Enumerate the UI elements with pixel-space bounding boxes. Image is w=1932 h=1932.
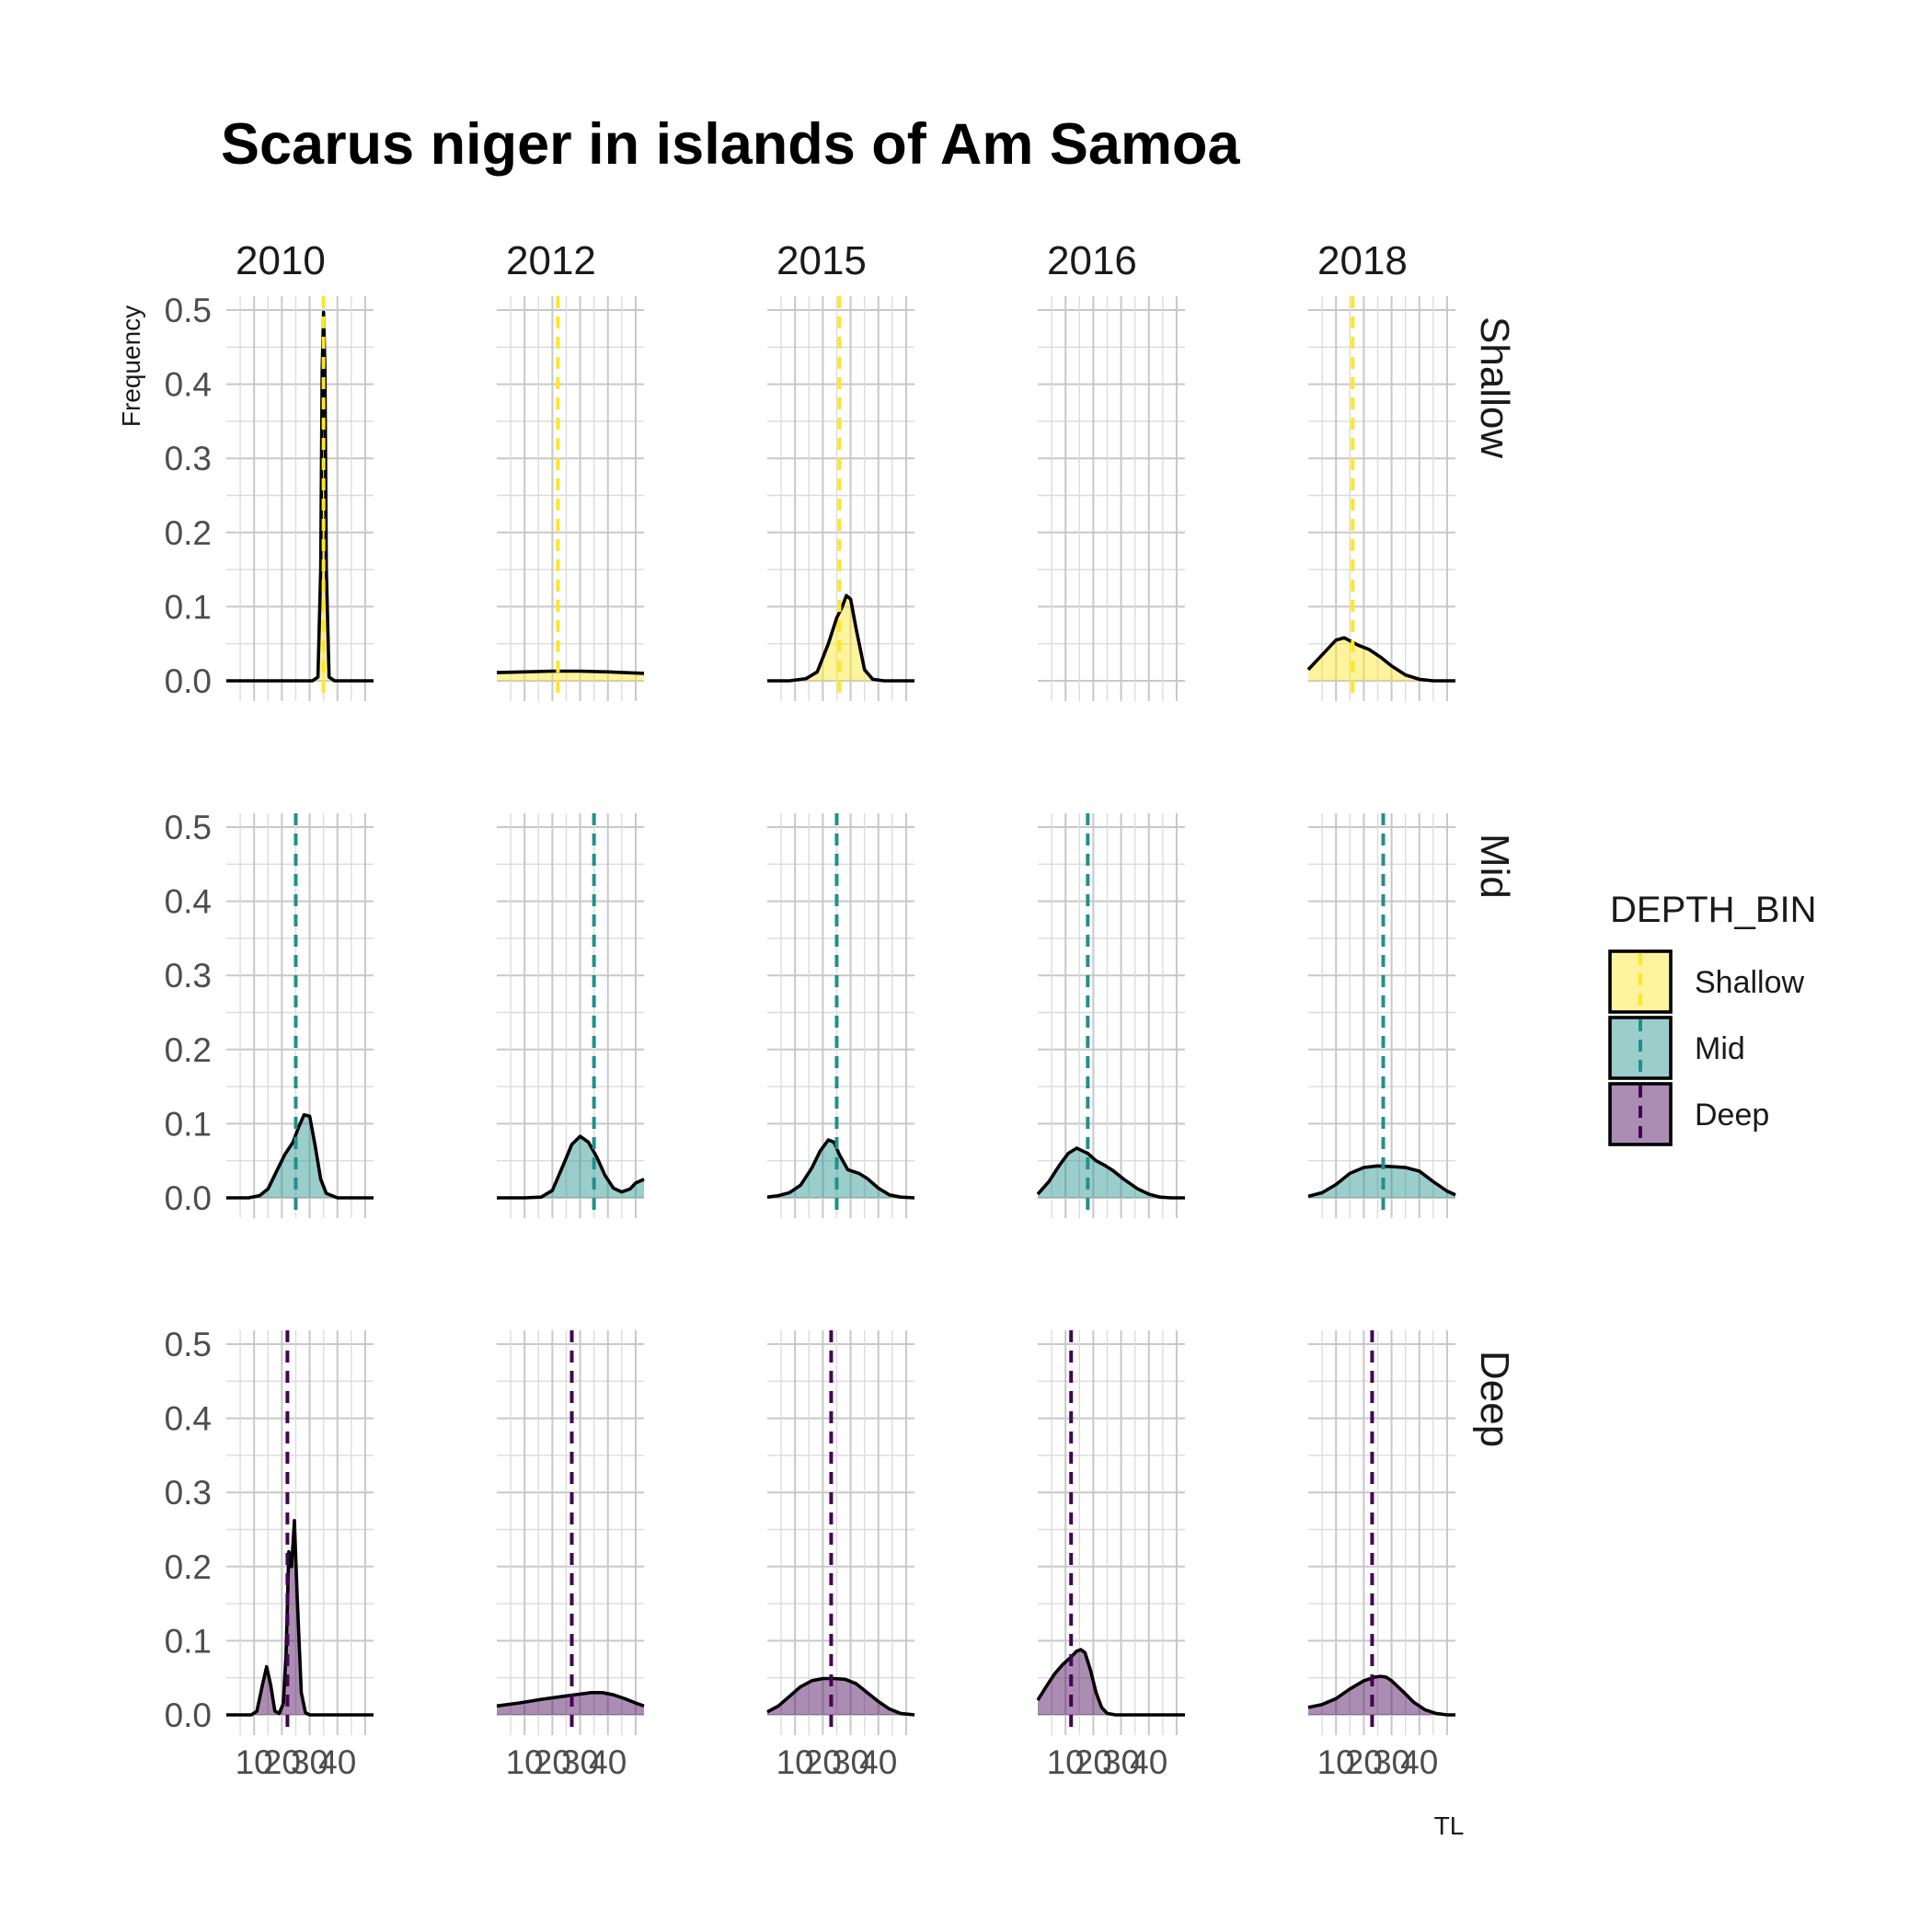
- x-tick-label: 30: [561, 1743, 599, 1781]
- density-area-deep-2016: [1038, 1650, 1185, 1715]
- density-curve-mid-2016: [1036, 1146, 1185, 1200]
- x-tick-label: 30: [1373, 1743, 1410, 1781]
- density-curve-shallow-2018: [1306, 636, 1455, 683]
- y-tick-label: 0.4: [165, 883, 212, 921]
- y-tick-label: 0.2: [165, 514, 212, 552]
- panel-shallow-2015: [767, 296, 914, 701]
- x-tick-label: 30: [291, 1743, 328, 1781]
- facet-strip-deep: Deep: [1472, 1351, 1517, 1447]
- legend-label: Shallow: [1695, 965, 1805, 1000]
- x-tick-label: 10: [1047, 1743, 1085, 1781]
- density-curve-deep-2015: [766, 1676, 915, 1717]
- x-tick-label: 40: [1130, 1743, 1167, 1781]
- facet-strip-2018: 2018: [1317, 238, 1408, 283]
- panel-shallow-2018: [1306, 296, 1455, 701]
- facet-strip-shallow: Shallow: [1472, 316, 1517, 458]
- y-tick-label: 0.3: [165, 440, 212, 477]
- panel-mid-2012: [497, 813, 645, 1218]
- x-tick-label: 30: [1102, 1743, 1140, 1781]
- y-tick-label: 0.0: [165, 1179, 212, 1217]
- density-area-shallow-2012: [497, 671, 644, 681]
- y-tick-label: 0.5: [165, 292, 212, 329]
- y-axis-label: Frequency: [117, 305, 145, 427]
- legend-key-shallow: Shallow: [1608, 949, 1805, 1014]
- y-tick-label: 0.0: [165, 662, 212, 700]
- y-tick-label: 0.2: [165, 1548, 212, 1586]
- y-tick-label: 0.0: [165, 1696, 212, 1734]
- y-tick-label: 0.4: [165, 1400, 212, 1438]
- x-tick-label: 40: [1400, 1743, 1438, 1781]
- y-tick-label: 0.5: [165, 809, 212, 846]
- density-area-mid-2010: [226, 1114, 374, 1198]
- panel-shallow-2016: [1038, 296, 1185, 701]
- density-curve-shallow-2015: [767, 593, 914, 683]
- x-tick-label: 30: [832, 1743, 869, 1781]
- y-tick-label: 0.1: [165, 588, 212, 626]
- x-tick-label: 10: [1317, 1743, 1355, 1781]
- x-tick-label: 20: [534, 1743, 571, 1781]
- legend-label: Mid: [1695, 1031, 1745, 1066]
- density-curve-deep-2010: [226, 1519, 374, 1717]
- panel-mid-2018: [1307, 813, 1456, 1218]
- chart-title: Scarus niger in islands of Am Samoa: [221, 112, 1240, 177]
- y-tick-label: 0.1: [165, 1622, 212, 1660]
- density-curve-deep-2012: [496, 1691, 645, 1708]
- facet-strip-2010: 2010: [236, 238, 326, 283]
- x-tick-label: 20: [1075, 1743, 1112, 1781]
- density-curve-mid-2012: [497, 1134, 645, 1200]
- density-area-deep-2018: [1308, 1676, 1455, 1715]
- density-area-mid-2012: [497, 1136, 644, 1198]
- x-tick-label: 20: [1345, 1743, 1383, 1781]
- density-curve-mid-2010: [226, 1112, 374, 1200]
- x-tick-label: 10: [236, 1743, 273, 1781]
- density-area-mid-2015: [767, 1140, 914, 1198]
- facet-strip-2012: 2012: [506, 238, 596, 283]
- x-tick-label: 20: [263, 1743, 301, 1781]
- y-tick-label: 0.3: [165, 957, 212, 995]
- x-tick-label: 10: [776, 1743, 814, 1781]
- facet-strip-2016: 2016: [1047, 238, 1137, 283]
- density-area-mid-2016: [1038, 1148, 1185, 1198]
- x-tick-label: 20: [804, 1743, 842, 1781]
- legend-key-mid: Mid: [1608, 1016, 1745, 1080]
- panel-shallow-2012: [496, 296, 645, 701]
- legend-title: DEPTH_BIN: [1610, 890, 1817, 930]
- x-tick-label: 40: [859, 1743, 897, 1781]
- x-tick-label: 10: [506, 1743, 544, 1781]
- facet-strip-2015: 2015: [776, 238, 867, 283]
- y-tick-label: 0.4: [165, 366, 212, 404]
- panel-mid-2010: 0.0 0.1 0.2 0.3 0.4 0.5: [165, 809, 374, 1218]
- density-curve-deep-2018: [1307, 1674, 1455, 1717]
- y-tick-label: 0.1: [165, 1105, 212, 1143]
- density-curve-shallow-2012: [496, 669, 645, 675]
- panel-mid-2015: [766, 813, 915, 1218]
- legend-label: Deep: [1695, 1098, 1769, 1133]
- y-tick-label: 0.3: [165, 1474, 212, 1512]
- legend: DEPTH_BIN Shallow Mid Deep: [1608, 890, 1817, 1146]
- density-curve-deep-2016: [1036, 1648, 1185, 1717]
- x-tick-label: 40: [589, 1743, 627, 1781]
- legend-key-deep: Deep: [1608, 1082, 1769, 1146]
- density-curve-shallow-2010: [226, 310, 374, 683]
- panel-mid-2016: [1036, 813, 1185, 1218]
- density-area-shallow-2015: [767, 595, 914, 681]
- facet-panels: 2010 2012 2015 2016 2018ShallowMidDeep0.00.1…: [165, 238, 1517, 1781]
- x-axis-label: TL: [1434, 1811, 1465, 1840]
- y-tick-label: 0.2: [165, 1031, 212, 1069]
- y-tick-label: 0.5: [165, 1326, 212, 1363]
- x-tick-label: 40: [318, 1743, 356, 1781]
- facet-strip-mid: Mid: [1472, 834, 1517, 899]
- panel-shallow-2010: 0.0 0.1 0.2 0.3 0.4 0.5: [165, 292, 374, 701]
- density-area-deep-2015: [767, 1678, 914, 1715]
